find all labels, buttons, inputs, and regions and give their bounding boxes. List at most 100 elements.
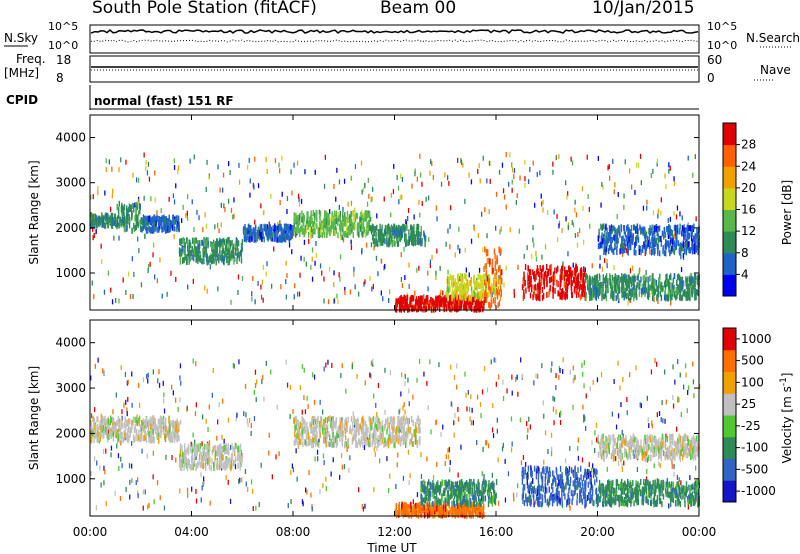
echo-cell xyxy=(579,268,582,275)
echo-cell xyxy=(482,273,485,280)
scatter-point xyxy=(325,362,327,368)
echo-cell xyxy=(293,218,295,225)
scatter-point xyxy=(376,446,378,452)
echo-cell xyxy=(233,258,235,265)
echo-cell xyxy=(388,231,390,238)
echo-cell xyxy=(522,295,524,302)
scatter-point xyxy=(159,257,161,263)
scatter-point xyxy=(591,263,593,269)
scatter-point xyxy=(646,205,648,211)
echo-cell xyxy=(295,213,297,219)
scatter-point xyxy=(626,397,628,402)
echo-cell xyxy=(124,416,126,423)
scatter-point xyxy=(606,466,608,472)
scatter-point xyxy=(123,402,125,408)
scatter-point xyxy=(286,209,288,214)
echo-cell xyxy=(135,214,138,221)
echo-cell xyxy=(335,214,337,220)
scatter-point xyxy=(466,406,468,412)
echo-cell xyxy=(696,289,698,295)
echo-cell xyxy=(229,243,232,250)
scatter-point xyxy=(253,389,255,395)
echo-cell xyxy=(127,426,130,433)
scatter-point xyxy=(676,426,678,432)
echo-cell xyxy=(263,223,265,230)
echo-cell xyxy=(369,225,372,232)
scatter-point xyxy=(148,176,151,182)
scatter-point xyxy=(536,171,538,177)
scatter-point xyxy=(153,499,155,505)
echo-cell xyxy=(448,276,450,283)
scatter-point xyxy=(279,200,281,206)
echo-cell xyxy=(119,432,122,439)
echo-cell xyxy=(672,285,674,292)
echo-cell xyxy=(359,225,362,232)
echo-cell xyxy=(617,295,620,302)
scatter-point xyxy=(340,234,342,240)
echo-cell xyxy=(347,231,349,238)
scatter-point xyxy=(350,239,352,245)
scatter-point xyxy=(544,244,547,250)
echo-cell xyxy=(647,282,649,289)
echo-cell xyxy=(445,297,447,304)
echo-cell xyxy=(203,243,205,250)
echo-cell xyxy=(491,258,494,265)
scatter-point xyxy=(265,271,267,277)
scatter-point xyxy=(671,463,673,469)
echo-cell xyxy=(324,223,327,230)
echo-cell xyxy=(340,225,342,232)
echo-cell xyxy=(353,224,355,231)
echo-cell xyxy=(478,282,481,289)
echo-cell xyxy=(583,279,585,285)
scatter-point xyxy=(238,359,240,365)
scatter-point xyxy=(537,373,539,379)
scatter-point xyxy=(121,463,123,469)
echo-cell xyxy=(657,237,660,244)
echo-cell xyxy=(104,222,106,229)
echo-cell xyxy=(656,294,658,301)
echo-cell xyxy=(366,211,368,218)
echo-cell xyxy=(126,419,129,426)
echo-cell xyxy=(695,233,697,240)
echo-cell xyxy=(563,275,566,282)
scatter-point xyxy=(516,193,518,199)
echo-cell xyxy=(245,229,248,236)
scatter-point xyxy=(97,185,99,191)
scatter-point xyxy=(617,360,619,366)
echo-cell xyxy=(611,227,613,234)
scatter-point xyxy=(401,372,403,378)
scatter-point xyxy=(555,385,557,391)
scatter-point xyxy=(569,369,571,375)
echo-cell xyxy=(620,224,622,231)
scatter-point xyxy=(125,159,127,165)
scatter-point xyxy=(692,172,694,178)
echo-cell xyxy=(394,240,396,247)
echo-cell xyxy=(592,285,594,292)
echo-cell xyxy=(671,238,674,245)
scatter-point xyxy=(407,449,410,455)
scatter-point xyxy=(533,242,535,248)
echo-cell xyxy=(309,221,311,228)
echo-cell xyxy=(634,241,636,248)
echo-cell xyxy=(365,210,367,217)
scatter-point xyxy=(617,192,619,197)
scatter-point xyxy=(477,168,479,174)
echo-cell xyxy=(473,277,475,284)
scatter-point xyxy=(260,284,262,290)
scatter-point xyxy=(511,167,514,173)
scatter-point xyxy=(606,258,608,264)
echo-cell xyxy=(633,246,636,253)
echo-cell xyxy=(203,252,205,259)
echo-cell xyxy=(564,266,566,273)
echo-cell xyxy=(649,229,651,236)
scatter-point xyxy=(646,469,648,474)
echo-cell xyxy=(457,273,459,280)
echo-cell xyxy=(598,289,601,296)
echo-cell xyxy=(319,213,321,220)
scatter-point xyxy=(595,422,598,428)
echo-cell xyxy=(288,236,290,243)
echo-cell xyxy=(624,287,626,294)
echo-cell xyxy=(289,224,292,231)
scatter-point xyxy=(232,362,234,368)
echo-cell xyxy=(471,297,474,304)
